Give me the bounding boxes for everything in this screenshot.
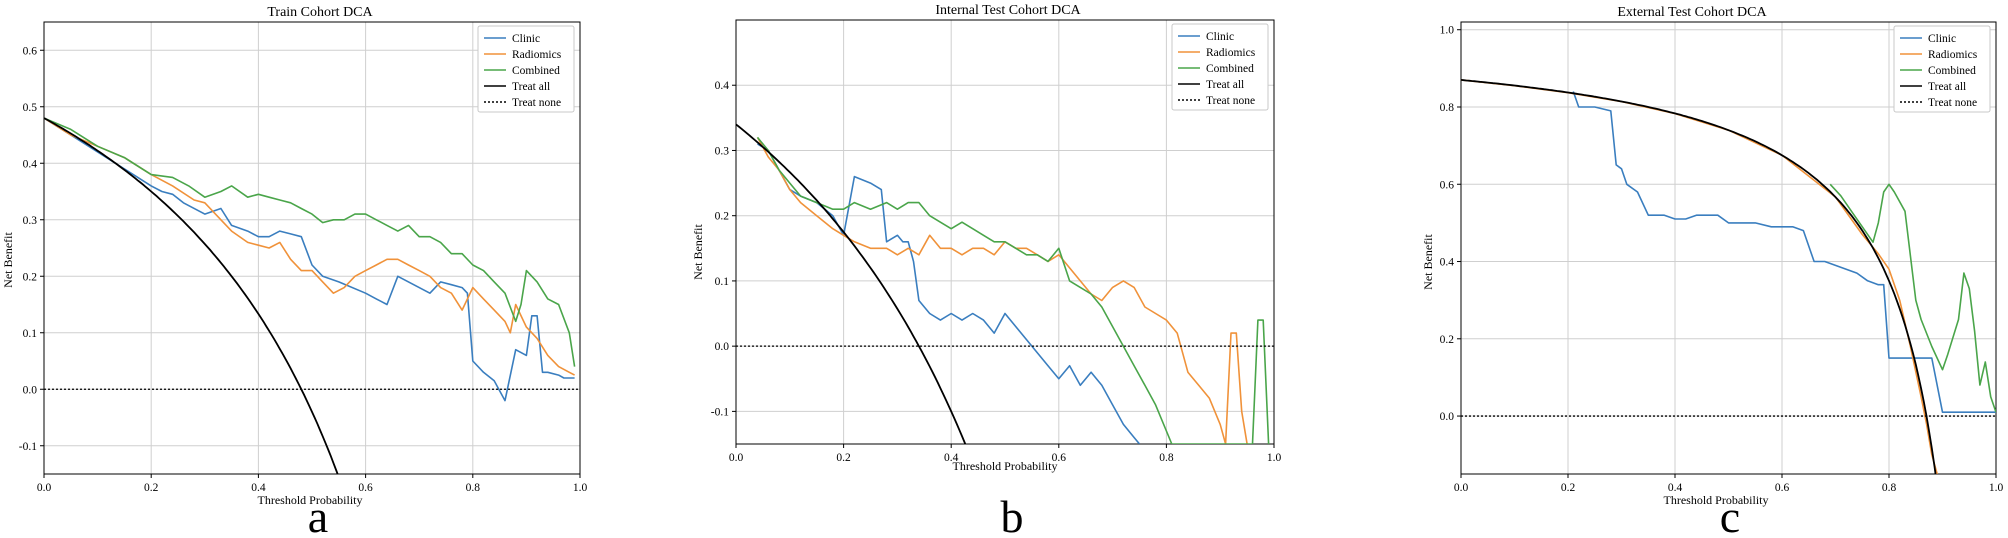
y-tick-label: -0.1 bbox=[19, 441, 37, 453]
legend-label: Treat none bbox=[512, 97, 561, 109]
x-tick-label: 0.4 bbox=[1668, 482, 1683, 494]
legend-label: Treat none bbox=[1206, 95, 1255, 107]
y-tick-label: 1.0 bbox=[1440, 25, 1455, 37]
y-tick-label: 0.8 bbox=[1440, 102, 1455, 114]
x-tick-label: 1.0 bbox=[573, 482, 588, 494]
plot-frame bbox=[43, 21, 581, 475]
legend: Clinic Radiomics Combined Treat all Treat no… bbox=[1893, 25, 1991, 113]
y-tick-label: 0.6 bbox=[23, 45, 38, 57]
panel-letter-b: b bbox=[1001, 491, 1024, 538]
series-line-clinic bbox=[1572, 91, 1996, 414]
legend-label: Combined bbox=[1206, 63, 1254, 75]
y-tick-label: 0.1 bbox=[715, 276, 730, 288]
axes: 0.0 0.2 0.4 0.6 0.8 1.0 0.0 0.2 0.4 0.6 0.8 1.0 bbox=[1440, 21, 2004, 494]
legend-box bbox=[1171, 23, 1269, 111]
y-tick-label: 0.4 bbox=[715, 80, 730, 92]
panel-internal-test: Internal Test Cohort DCA 0.0 0.2 0.4 0.6 0.8… bbox=[691, 3, 1281, 538]
y-tick-label: 0.4 bbox=[23, 158, 38, 170]
legend-label: Radiomics bbox=[1928, 49, 1978, 61]
y-tick-label: 0.3 bbox=[23, 215, 38, 227]
chart-title: External Test Cohort DCA bbox=[1617, 5, 1767, 20]
series-line-treat-all bbox=[736, 123, 967, 444]
legend-label: Clinic bbox=[1206, 31, 1234, 43]
series-line-clinic bbox=[44, 117, 575, 402]
legend-label: Clinic bbox=[512, 33, 540, 45]
series-line-clinic bbox=[757, 143, 1141, 444]
y-tick-label: -0.1 bbox=[711, 406, 729, 418]
x-tick-label: 0.6 bbox=[1775, 482, 1790, 494]
legend-label: Treat all bbox=[1928, 81, 1966, 93]
legend-label: Treat none bbox=[1928, 97, 1977, 109]
x-tick-label: 1.0 bbox=[1267, 452, 1282, 464]
y-tick-label: 0.2 bbox=[23, 271, 38, 283]
x-tick-label: 0.4 bbox=[251, 482, 266, 494]
y-tick-label: 0.2 bbox=[1440, 334, 1455, 346]
x-tick-label: 1.0 bbox=[1989, 482, 2004, 494]
x-axis-label: Threshold Probability bbox=[1664, 493, 1769, 507]
x-tick-label: 0.2 bbox=[144, 482, 159, 494]
legend-box bbox=[1893, 25, 1991, 113]
y-tick-label: 0.0 bbox=[1440, 411, 1455, 423]
x-tick-label: 0.6 bbox=[1052, 452, 1067, 464]
series bbox=[1461, 79, 1996, 474]
series-line-combined bbox=[1829, 183, 1996, 413]
y-axis-label: Net Benefit bbox=[1421, 234, 1435, 290]
x-tick-label: 0.2 bbox=[836, 452, 851, 464]
series-line-radiomics bbox=[44, 117, 575, 376]
x-tick-label: 0.0 bbox=[729, 452, 744, 464]
series-line-radiomics bbox=[1461, 79, 1938, 474]
panel-train: Train Cohort DCA 0.0 0.2 0.4 0.6 0.8 1.0-0.10… bbox=[1, 5, 587, 538]
panel-external-test: External Test Cohort DCA 0.0 0.2 0.4 0.6 0.8… bbox=[1421, 5, 2003, 538]
x-tick-label: 0.0 bbox=[1454, 482, 1469, 494]
legend-label: Clinic bbox=[1928, 33, 1956, 45]
y-tick-label: 0.5 bbox=[23, 102, 38, 114]
y-axis-label: Net Benefit bbox=[1, 232, 15, 288]
x-tick-label: 0.4 bbox=[944, 452, 959, 464]
x-axis-label: Threshold Probability bbox=[953, 459, 1058, 473]
series-line-combined bbox=[756, 136, 1270, 444]
series bbox=[736, 123, 1274, 444]
series-line-treat-all bbox=[1461, 79, 1937, 474]
chart-title: Internal Test Cohort DCA bbox=[935, 3, 1081, 18]
plot-frame bbox=[735, 19, 1275, 445]
chart-title: Train Cohort DCA bbox=[267, 5, 373, 20]
legend: Clinic Radiomics Combined Treat all Treat no… bbox=[1171, 23, 1269, 111]
y-tick-label: 0.1 bbox=[23, 328, 38, 340]
axes: 0.0 0.2 0.4 0.6 0.8 1.0 -0.1 0.0 0.1 0.2 0.3 0.4 bbox=[711, 19, 1282, 464]
panel-letter-a: a bbox=[308, 491, 328, 538]
x-tick-label: 0.0 bbox=[37, 482, 52, 494]
y-tick-label: 0.3 bbox=[715, 145, 730, 157]
x-tick-label: 0.8 bbox=[466, 482, 481, 494]
series-line-combined bbox=[44, 117, 576, 367]
x-tick-label: 0.8 bbox=[1159, 452, 1174, 464]
y-tick-label: 0.0 bbox=[23, 384, 38, 396]
legend-label: Treat all bbox=[512, 81, 550, 93]
legend-label: Combined bbox=[512, 65, 560, 77]
legend-label: Radiomics bbox=[1206, 47, 1256, 59]
axes: 0.0 0.2 0.4 0.6 0.8 1.0 -0.1 0.0 0.1 0.2 0.3 0.4 0.5… bbox=[19, 21, 588, 494]
legend: Clinic Radiomics Combined Treat all Treat no… bbox=[477, 25, 575, 113]
series bbox=[44, 117, 580, 474]
plot-frame bbox=[1460, 21, 1997, 475]
x-tick-label: 0.6 bbox=[358, 482, 373, 494]
panel-letter-c: c bbox=[1720, 491, 1740, 538]
y-tick-label: 0.6 bbox=[1440, 179, 1455, 191]
legend-label: Radiomics bbox=[512, 49, 562, 61]
x-tick-label: 0.2 bbox=[1561, 482, 1576, 494]
y-axis-label: Net Benefit bbox=[691, 224, 705, 280]
x-tick-label: 0.8 bbox=[1882, 482, 1897, 494]
legend-label: Treat all bbox=[1206, 79, 1244, 91]
series-line-radiomics bbox=[756, 137, 1248, 444]
y-tick-label: 0.0 bbox=[715, 341, 730, 353]
legend-box bbox=[477, 25, 575, 113]
y-tick-label: 0.4 bbox=[1440, 257, 1455, 269]
y-tick-label: 0.2 bbox=[715, 211, 730, 223]
series-line-treat-all bbox=[44, 117, 339, 474]
x-axis-label: Threshold Probability bbox=[258, 493, 363, 507]
legend-label: Combined bbox=[1928, 65, 1976, 77]
